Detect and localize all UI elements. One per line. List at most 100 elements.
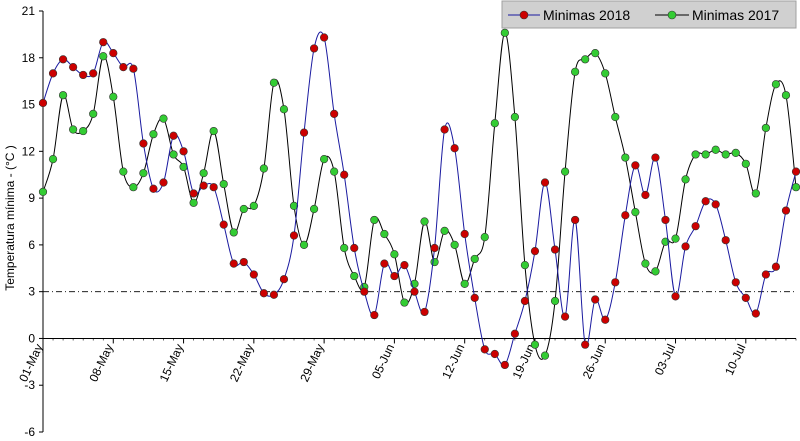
data-point-minimas-2018 [99, 38, 108, 47]
data-point-minimas-2017 [309, 204, 319, 214]
legend-box [501, 0, 797, 29]
data-point-minimas-2017 [58, 91, 68, 100]
data-point-minimas-2018 [330, 109, 339, 119]
data-point-minimas-2017 [139, 169, 148, 178]
data-point-minimas-2018 [119, 63, 128, 72]
data-point-minimas-2018 [179, 147, 188, 156]
data-point-minimas-2017 [119, 167, 128, 176]
data-point-minimas-2017 [781, 91, 791, 100]
data-point-minimas-2017 [520, 261, 530, 270]
data-point-minimas-2017 [651, 267, 660, 276]
y-tick-label: 9 [28, 191, 35, 205]
data-point-minimas-2017 [189, 198, 198, 207]
data-point-minimas-2017 [209, 126, 218, 136]
data-point-minimas-2018 [269, 290, 279, 299]
y-axis-title: Temperatura mínima - (°C ) [3, 145, 17, 291]
series-layer [38, 28, 800, 370]
x-tick-label: 08-May [86, 342, 116, 384]
x-tick-label: 12-Jun [439, 342, 467, 381]
x-tick-label: 22-May [227, 342, 257, 384]
data-point-minimas-2018 [239, 257, 248, 267]
data-point-minimas-2018 [129, 64, 138, 73]
data-point-minimas-2018 [631, 161, 640, 170]
data-point-minimas-2017 [581, 55, 590, 64]
data-point-minimas-2017 [89, 109, 98, 119]
data-point-minimas-2017 [129, 183, 138, 192]
data-point-minimas-2018 [249, 270, 258, 279]
data-point-minimas-2017 [591, 48, 600, 58]
data-point-minimas-2017 [621, 153, 630, 162]
data-point-minimas-2017 [249, 201, 258, 211]
legend-label-2018: Minimas 2018 [543, 7, 630, 23]
legend: Minimas 2018 Minimas 2017 [501, 0, 797, 29]
data-point-minimas-2018 [500, 360, 509, 370]
data-point-minimas-2018 [48, 69, 58, 78]
data-point-minimas-2017 [560, 167, 570, 176]
data-point-minimas-2018 [89, 69, 98, 78]
data-point-minimas-2018 [279, 275, 289, 284]
data-point-minimas-2017 [540, 351, 550, 360]
data-point-minimas-2017 [99, 52, 108, 61]
data-point-minimas-2018 [741, 293, 750, 303]
data-point-minimas-2018 [510, 329, 519, 338]
data-point-minimas-2018 [701, 197, 710, 206]
data-point-minimas-2017 [330, 167, 339, 176]
data-point-minimas-2018 [470, 293, 479, 303]
y-tick-label: 6 [28, 238, 35, 252]
data-point-minimas-2018 [380, 259, 389, 268]
data-point-minimas-2017 [721, 150, 730, 159]
data-point-minimas-2017 [701, 150, 710, 159]
series-minimas-2018 [38, 31, 800, 370]
data-point-minimas-2017 [731, 148, 740, 157]
y-tick-label: 15 [22, 98, 36, 112]
x-tick-label: 10-Jul [722, 342, 749, 378]
data-point-minimas-2017 [380, 229, 389, 239]
data-point-minimas-2018 [199, 181, 208, 190]
data-point-minimas-2017 [691, 150, 700, 159]
data-point-minimas-2018 [681, 242, 690, 251]
data-point-minimas-2017 [711, 145, 720, 154]
data-point-minimas-2017 [299, 240, 309, 249]
data-point-minimas-2017 [149, 130, 158, 139]
y-tick-label: 18 [22, 51, 36, 65]
data-point-minimas-2017 [470, 254, 479, 264]
data-point-minimas-2017 [79, 126, 88, 136]
y-tick-label: -6 [24, 425, 35, 439]
x-tick-label: 03-Jul [652, 342, 679, 378]
data-point-minimas-2017 [761, 123, 770, 133]
y-tick-label: 0 [28, 331, 35, 345]
data-point-minimas-2018 [480, 345, 489, 354]
data-point-minimas-2018 [641, 190, 650, 200]
data-point-minimas-2018 [591, 295, 600, 304]
data-point-minimas-2018 [761, 270, 770, 279]
x-tick-label: 15-May [157, 342, 187, 384]
data-point-minimas-2018 [410, 287, 419, 296]
data-point-minimas-2017 [500, 28, 509, 37]
data-point-minimas-2017 [169, 150, 178, 159]
series-line-minimas-2017 [42, 32, 797, 360]
data-point-minimas-2018 [520, 296, 530, 306]
data-point-minimas-2017 [109, 92, 118, 101]
data-point-minimas-2018 [350, 243, 359, 253]
data-point-minimas-2018 [711, 200, 720, 209]
data-point-minimas-2018 [229, 259, 238, 268]
data-point-minimas-2018 [189, 189, 198, 198]
data-point-minimas-2018 [781, 206, 791, 215]
series-minimas-2017 [38, 28, 800, 360]
data-point-minimas-2018 [550, 245, 560, 254]
data-point-minimas-2017 [38, 187, 48, 196]
data-point-minimas-2017 [239, 204, 248, 214]
data-point-minimas-2018 [109, 48, 118, 58]
data-point-minimas-2018 [691, 222, 700, 231]
data-point-minimas-2018 [139, 139, 148, 148]
data-point-minimas-2018 [791, 167, 800, 176]
data-point-minimas-2018 [159, 178, 168, 187]
data-point-minimas-2017 [430, 257, 439, 267]
x-tick-label: 01-May [16, 342, 46, 384]
data-point-minimas-2018 [751, 309, 760, 318]
data-point-minimas-2018 [309, 44, 319, 53]
data-point-minimas-2018 [79, 70, 88, 80]
data-point-minimas-2017 [751, 189, 760, 198]
data-point-minimas-2017 [771, 80, 781, 89]
